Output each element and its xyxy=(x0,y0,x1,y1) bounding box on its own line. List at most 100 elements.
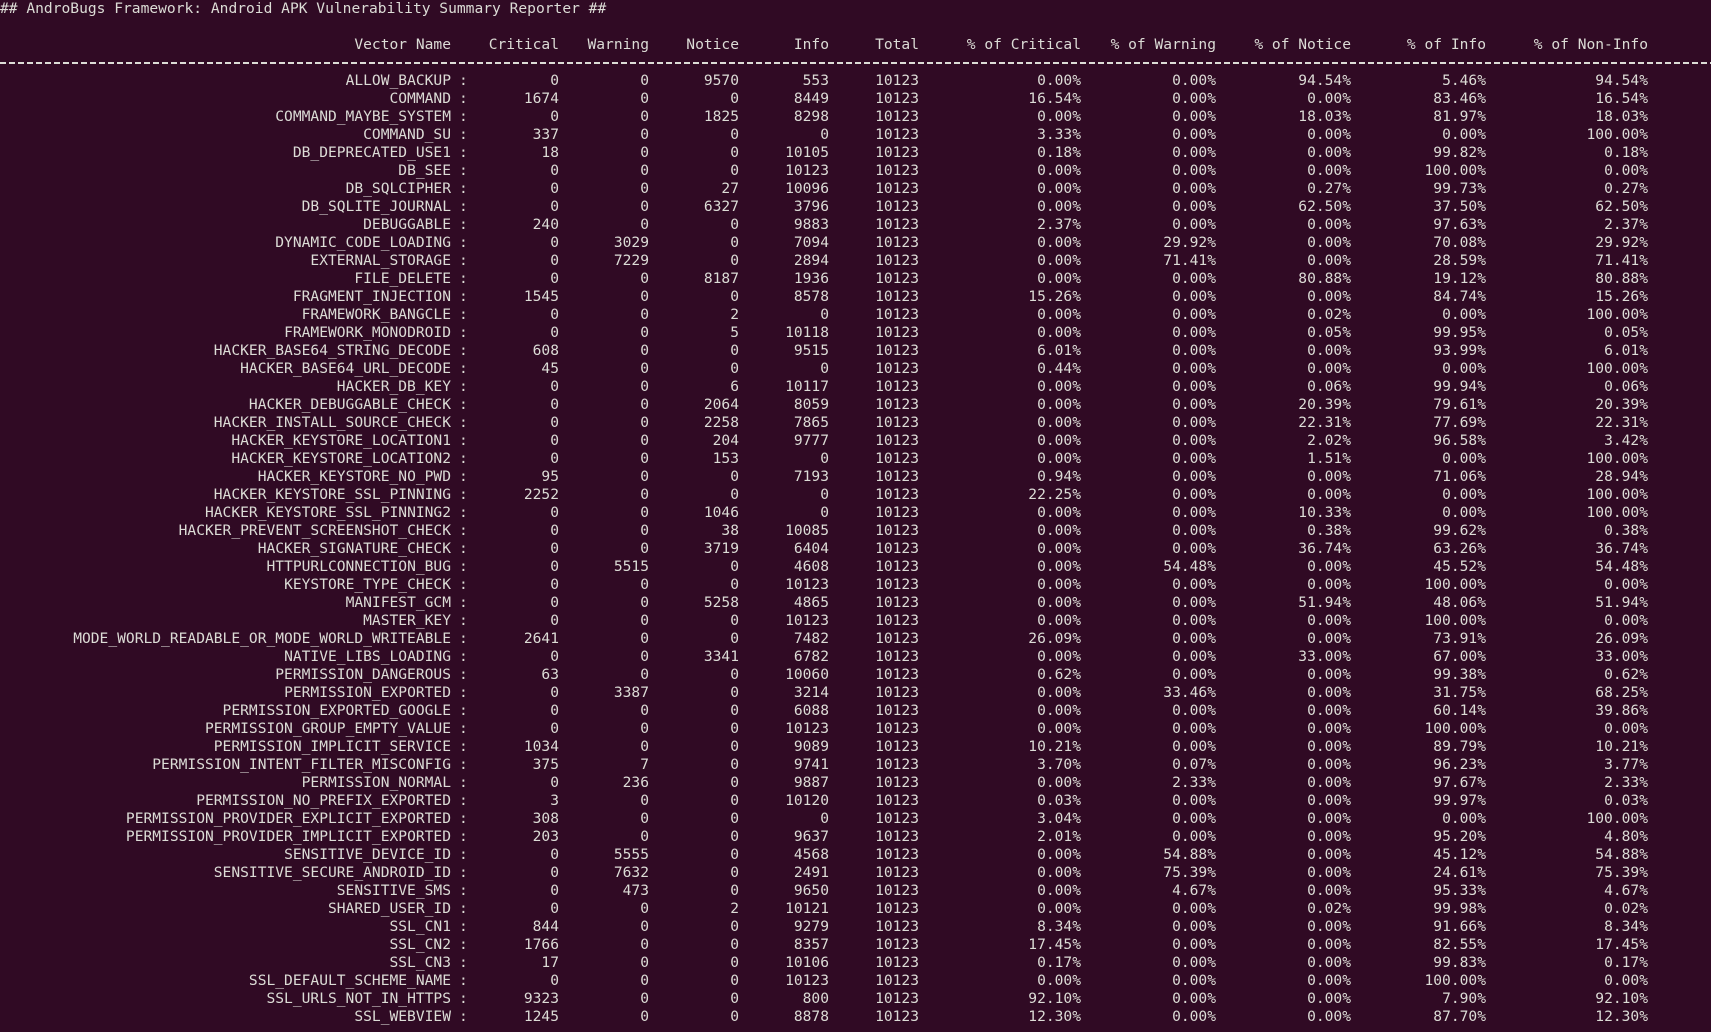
table-cell: 0.00% xyxy=(1172,594,1216,611)
table-cell: 12.30% xyxy=(1595,1008,1648,1025)
table-cell: 83.46% xyxy=(1433,90,1486,107)
table-cell: 0.00% xyxy=(1307,144,1351,161)
table-cell: 0 xyxy=(730,828,739,845)
table-cell: 0.00% xyxy=(1307,234,1351,251)
table-cell: 10123 xyxy=(875,576,919,593)
table-cell: 2.33% xyxy=(1604,774,1648,791)
table-cell: 0.00% xyxy=(1037,504,1081,521)
table-cell: 0 xyxy=(640,486,649,503)
separator-colon: : xyxy=(459,990,468,1007)
table-cell: 0 xyxy=(730,144,739,161)
table-row: SSL_DEFAULT_SCHEME_NAME: 0 0 0 10123 10123 0.0… xyxy=(0,972,1711,990)
table-cell: 6088 xyxy=(793,702,829,719)
table-cell: 6327 xyxy=(703,198,739,215)
table-cell: 45 xyxy=(541,360,559,377)
table-cell: 3.42% xyxy=(1604,432,1648,449)
table-cell: 0.00% xyxy=(1442,810,1486,827)
table-cell: 82.55% xyxy=(1433,936,1486,953)
table-cell: 0 xyxy=(730,90,739,107)
separator-colon: : xyxy=(459,432,468,449)
table-cell: 0.00% xyxy=(1172,900,1216,917)
table-cell: 0.00% xyxy=(1037,252,1081,269)
table-row: SSL_CN3: 17 0 0 10106 10123 0.17% 0.00% 0.00% 99.… xyxy=(0,954,1711,972)
table-cell: 0.00% xyxy=(1307,792,1351,809)
table-cell: 0.00% xyxy=(1037,432,1081,449)
table-row: HACKER_KEYSTORE_LOCATION1: 0 0 204 9777 10123… xyxy=(0,432,1711,450)
table-cell: 26.09% xyxy=(1595,630,1648,647)
table-cell: 0.00% xyxy=(1037,270,1081,287)
table-cell: 0.00% xyxy=(1172,666,1216,683)
separator-colon: : xyxy=(459,180,468,197)
table-cell: 31.75% xyxy=(1433,684,1486,701)
separator-colon: : xyxy=(459,198,468,215)
table-cell: 0 xyxy=(550,396,559,413)
vector-name: SSL_CN1 xyxy=(389,918,451,935)
table-cell: 7.90% xyxy=(1442,990,1486,1007)
table-cell: 3 xyxy=(550,792,559,809)
separator-colon: : xyxy=(459,612,468,629)
table-cell: 0 xyxy=(730,162,739,179)
table-row: PERMISSION_EXPORTED: 0 3387 0 3214 10123 0.00%… xyxy=(0,684,1711,702)
table-cell: 9883 xyxy=(793,216,829,233)
table-cell: 19.12% xyxy=(1433,270,1486,287)
separator-colon: : xyxy=(459,846,468,863)
table-cell: 0.00% xyxy=(1172,396,1216,413)
table-cell: 0.00% xyxy=(1172,612,1216,629)
table-cell: 99.38% xyxy=(1433,666,1486,683)
table-cell: 33.00% xyxy=(1298,648,1351,665)
table-cell: 0 xyxy=(730,756,739,773)
table-cell: 0 xyxy=(640,180,649,197)
table-cell: 0.00% xyxy=(1442,450,1486,467)
table-cell: 15.26% xyxy=(1595,288,1648,305)
table-cell: 10096 xyxy=(785,180,829,197)
table-cell: 608 xyxy=(532,342,559,359)
table-cell: 29.92% xyxy=(1595,234,1648,251)
table-cell: 0.44% xyxy=(1037,360,1081,377)
table-cell: 48.06% xyxy=(1433,594,1486,611)
table-cell: 67.00% xyxy=(1433,648,1486,665)
table-cell: 0 xyxy=(550,324,559,341)
column-header: Notice xyxy=(686,36,739,53)
table-cell: 0 xyxy=(550,972,559,989)
table-cell: 0.00% xyxy=(1307,954,1351,971)
table-cell: 84.74% xyxy=(1433,288,1486,305)
table-cell: 10123 xyxy=(875,378,919,395)
table-cell: 0.00% xyxy=(1172,198,1216,215)
separator-colon: : xyxy=(459,810,468,827)
table-cell: 45.12% xyxy=(1433,846,1486,863)
table-cell: 100.00% xyxy=(1424,972,1486,989)
table-cell: 93.99% xyxy=(1433,342,1486,359)
vector-name: HACKER_BASE64_STRING_DECODE xyxy=(213,342,451,359)
column-header: % of Critical xyxy=(966,36,1081,53)
separator-colon: : xyxy=(459,756,468,773)
table-cell: 10123 xyxy=(875,306,919,323)
table-cell: 10118 xyxy=(785,324,829,341)
table-cell: 71.41% xyxy=(1595,252,1648,269)
table-cell: 0 xyxy=(640,468,649,485)
table-cell: 0.00% xyxy=(1307,576,1351,593)
table-cell: 100.00% xyxy=(1586,360,1648,377)
table-cell: 99.73% xyxy=(1433,180,1486,197)
separator-colon: : xyxy=(459,774,468,791)
table-cell: 2.01% xyxy=(1037,828,1081,845)
table-cell: 0 xyxy=(550,306,559,323)
table-cell: 0 xyxy=(730,864,739,881)
table-cell: 54.48% xyxy=(1163,558,1216,575)
table-cell: 0.00% xyxy=(1172,936,1216,953)
table-cell: 0.00% xyxy=(1604,612,1648,629)
table-row: SSL_WEBVIEW: 1245 0 0 8878 10123 12.30% 0.00% 0.… xyxy=(0,1008,1711,1026)
table-row: HACKER_SIGNATURE_CHECK: 0 0 3719 6404 10123 0.… xyxy=(0,540,1711,558)
table-cell: 17.45% xyxy=(1028,936,1081,953)
table-row: COMMAND: 1674 0 0 8449 10123 16.54% 0.00% 0.00% 8… xyxy=(0,90,1711,108)
table-cell: 0.00% xyxy=(1037,378,1081,395)
table-cell: 0 xyxy=(640,270,649,287)
table-cell: 0 xyxy=(550,72,559,89)
vector-name: HTTPURLCONNECTION_BUG xyxy=(266,558,451,575)
table-cell: 10123 xyxy=(785,720,829,737)
table-cell: 10.33% xyxy=(1298,504,1351,521)
table-cell: 473 xyxy=(622,882,649,899)
table-cell: 0 xyxy=(550,846,559,863)
table-cell: 0.00% xyxy=(1442,360,1486,377)
table-cell: 10123 xyxy=(875,72,919,89)
table-cell: 308 xyxy=(532,810,559,827)
